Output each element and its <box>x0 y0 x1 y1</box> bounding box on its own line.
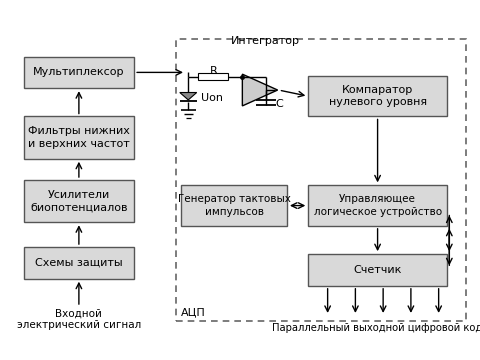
Text: R: R <box>210 66 218 76</box>
Text: Фильтры нижних
и верхних частот: Фильтры нижних и верхних частот <box>28 126 130 149</box>
Text: Параллельный выходной цифровой код: Параллельный выходной цифровой код <box>273 323 480 333</box>
Bar <box>24 247 134 279</box>
Bar <box>308 76 447 117</box>
Bar <box>24 57 134 88</box>
Text: Мультиплексор: Мультиплексор <box>33 67 125 77</box>
Text: Генератор тактовых
импульсов: Генератор тактовых импульсов <box>178 194 290 217</box>
Bar <box>24 117 134 159</box>
Bar <box>24 180 134 222</box>
Text: Счетчик: Счетчик <box>353 265 402 275</box>
Bar <box>308 254 447 286</box>
Bar <box>308 185 447 226</box>
Text: Uon: Uon <box>202 93 223 103</box>
Text: Компаратор
нулевого уровня: Компаратор нулевого уровня <box>328 85 427 107</box>
Polygon shape <box>180 93 197 100</box>
Text: Интегратор: Интегратор <box>231 36 300 46</box>
Text: Входной
электрический сигнал: Входной электрический сигнал <box>17 309 141 330</box>
Text: C: C <box>276 99 283 109</box>
Bar <box>198 73 228 80</box>
Text: Усилители
биопотенциалов: Усилители биопотенциалов <box>30 190 128 212</box>
Bar <box>181 185 287 226</box>
Polygon shape <box>242 74 277 106</box>
Bar <box>177 39 466 321</box>
Text: Схемы защиты: Схемы защиты <box>35 258 123 268</box>
Text: АЦП: АЦП <box>181 307 206 318</box>
Text: Управляющее
логическое устройство: Управляющее логическое устройство <box>313 194 442 217</box>
